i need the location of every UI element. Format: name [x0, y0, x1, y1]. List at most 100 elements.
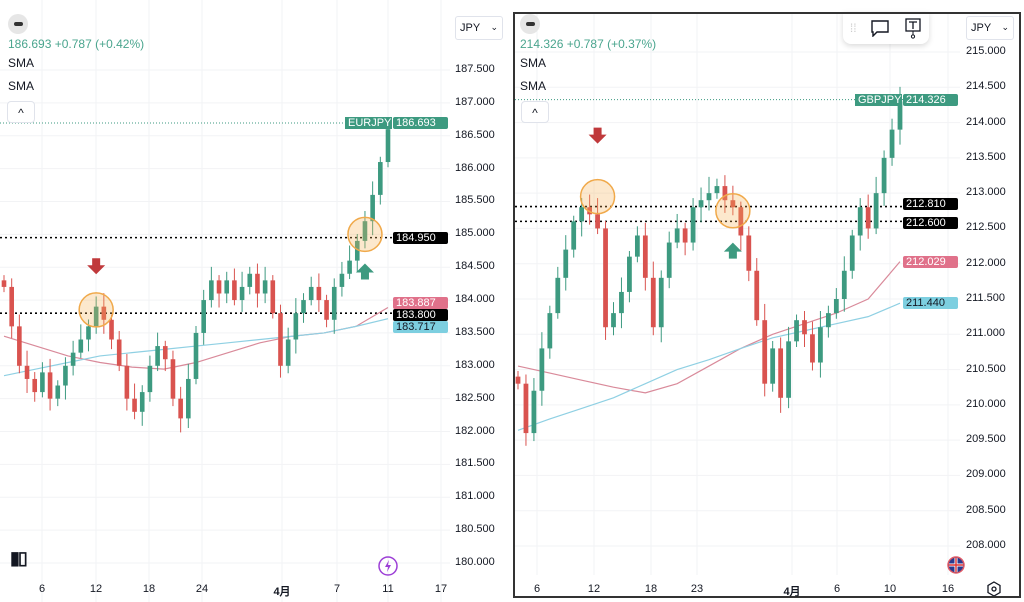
candle-body — [239, 286, 245, 301]
lightning-icon[interactable] — [378, 556, 398, 576]
y-tick-label: 211.000 — [966, 327, 1005, 340]
hide-legend-button[interactable] — [520, 14, 540, 34]
candle-body — [186, 378, 191, 419]
price-label: 214.326 — [903, 93, 958, 106]
candle-body — [619, 291, 624, 314]
currency-select[interactable]: JPY ⌄ — [455, 16, 503, 40]
candle-body — [714, 186, 720, 194]
candle-body — [293, 313, 299, 340]
candle-body — [362, 221, 368, 241]
candle-body — [24, 365, 30, 379]
x-tick-label: 6 — [38, 583, 46, 595]
y-tick-label: 211.500 — [966, 292, 1005, 304]
candle-body — [301, 300, 306, 314]
collapse-legend-button[interactable]: ^ — [521, 101, 549, 123]
text-note-icon[interactable] — [904, 17, 922, 39]
sma-indicator-legend[interactable]: SMA — [8, 56, 35, 70]
uk-flag-icon[interactable] — [947, 556, 965, 574]
candle-body — [746, 235, 752, 271]
y-tick-label: 183.500 — [455, 325, 495, 338]
candle-body — [109, 319, 114, 340]
y-tick-label: 187.000 — [455, 95, 495, 108]
chevron-down-icon: ⌄ — [490, 22, 498, 32]
candle-body — [762, 320, 768, 384]
candle-body — [658, 277, 664, 328]
y-tick-label: 180.000 — [455, 556, 495, 568]
candle-body — [17, 326, 22, 366]
y-tick-label: 186.500 — [455, 128, 495, 141]
x-tick-label: 12 — [89, 583, 103, 595]
change: +0.787 (+0.37%) — [566, 37, 657, 51]
candle-body — [595, 214, 600, 229]
highlight-circle — [715, 193, 751, 229]
sma-indicator-legend[interactable]: SMA — [8, 79, 35, 93]
hide-legend-button[interactable] — [8, 14, 28, 34]
y-tick-label: 183.000 — [455, 358, 495, 371]
candle-body — [810, 334, 815, 363]
candle-body — [730, 200, 736, 208]
chevron-up-icon: ^ — [18, 106, 24, 120]
candle-body — [354, 240, 360, 261]
price-label: 212.029 — [903, 255, 958, 268]
settings-icon[interactable] — [986, 581, 1002, 597]
gbpjpy-price-header: 214.326 +0.787 (+0.37%) — [520, 37, 656, 51]
candle-body — [55, 385, 61, 399]
candle-body — [70, 352, 76, 366]
candle-body — [370, 194, 375, 222]
candle-body — [833, 299, 839, 314]
sma-indicator-legend[interactable]: SMA — [520, 56, 547, 70]
symbol-label: GBPJPY — [855, 93, 902, 106]
candle-body — [627, 256, 632, 292]
candle-body — [385, 129, 391, 163]
tradingview-logo[interactable]: ▮▯ — [10, 548, 28, 568]
y-tick-label: 187.500 — [455, 63, 495, 75]
y-tick-label: 209.000 — [966, 468, 1006, 481]
candle-body — [690, 207, 696, 243]
candle-body — [571, 221, 577, 250]
x-tick-label: 23 — [690, 583, 704, 595]
comment-icon[interactable] — [870, 19, 890, 37]
candle-body — [754, 270, 760, 321]
minus-icon — [13, 22, 23, 26]
y-tick-label: 210.500 — [966, 362, 1006, 375]
candle-body — [547, 313, 553, 349]
candle-body — [93, 306, 99, 327]
change: +0.787 (+0.42%) — [54, 37, 145, 51]
price: 186.693 — [8, 37, 52, 51]
candle-body — [139, 392, 145, 412]
y-tick-label: 184.000 — [455, 293, 495, 306]
candle-body — [262, 280, 268, 294]
candle-body — [674, 228, 680, 243]
price-label: 183.887 — [393, 297, 448, 310]
candle-body — [232, 280, 237, 301]
y-tick-label: 209.500 — [966, 433, 1006, 446]
x-tick-label: 11 — [382, 583, 394, 595]
candle-body — [666, 242, 672, 278]
currency-select[interactable]: JPY ⌄ — [966, 16, 1014, 40]
candle-body — [841, 270, 847, 299]
eurjpy-price-header: 186.693 +0.787 (+0.42%) — [8, 37, 144, 51]
x-tick-label: 4月 — [783, 586, 801, 598]
x-tick-label: 10 — [883, 583, 897, 595]
chevron-up-icon: ^ — [532, 106, 538, 120]
collapse-legend-button[interactable]: ^ — [7, 101, 35, 123]
price-label: 212.600 — [903, 216, 958, 229]
candle-body — [316, 286, 322, 301]
candle-body — [563, 249, 569, 278]
candle-body — [116, 339, 122, 366]
drag-handle-icon[interactable]: ⁞⁞ — [849, 21, 857, 35]
highlight-circle — [78, 292, 114, 328]
price-label: 186.693 — [393, 117, 448, 130]
candle-body — [285, 339, 291, 366]
x-tick-label: 24 — [195, 583, 209, 595]
y-tick-label: 181.000 — [455, 490, 495, 503]
candle-body — [738, 207, 744, 236]
y-tick-label: 182.500 — [455, 391, 495, 404]
chevron-down-icon: ⌄ — [1001, 22, 1009, 32]
y-tick-label: 182.000 — [455, 424, 495, 437]
sma-indicator-legend[interactable]: SMA — [520, 79, 547, 93]
candle-body — [193, 332, 199, 379]
candle-body — [778, 348, 784, 398]
candle-body — [682, 228, 688, 243]
